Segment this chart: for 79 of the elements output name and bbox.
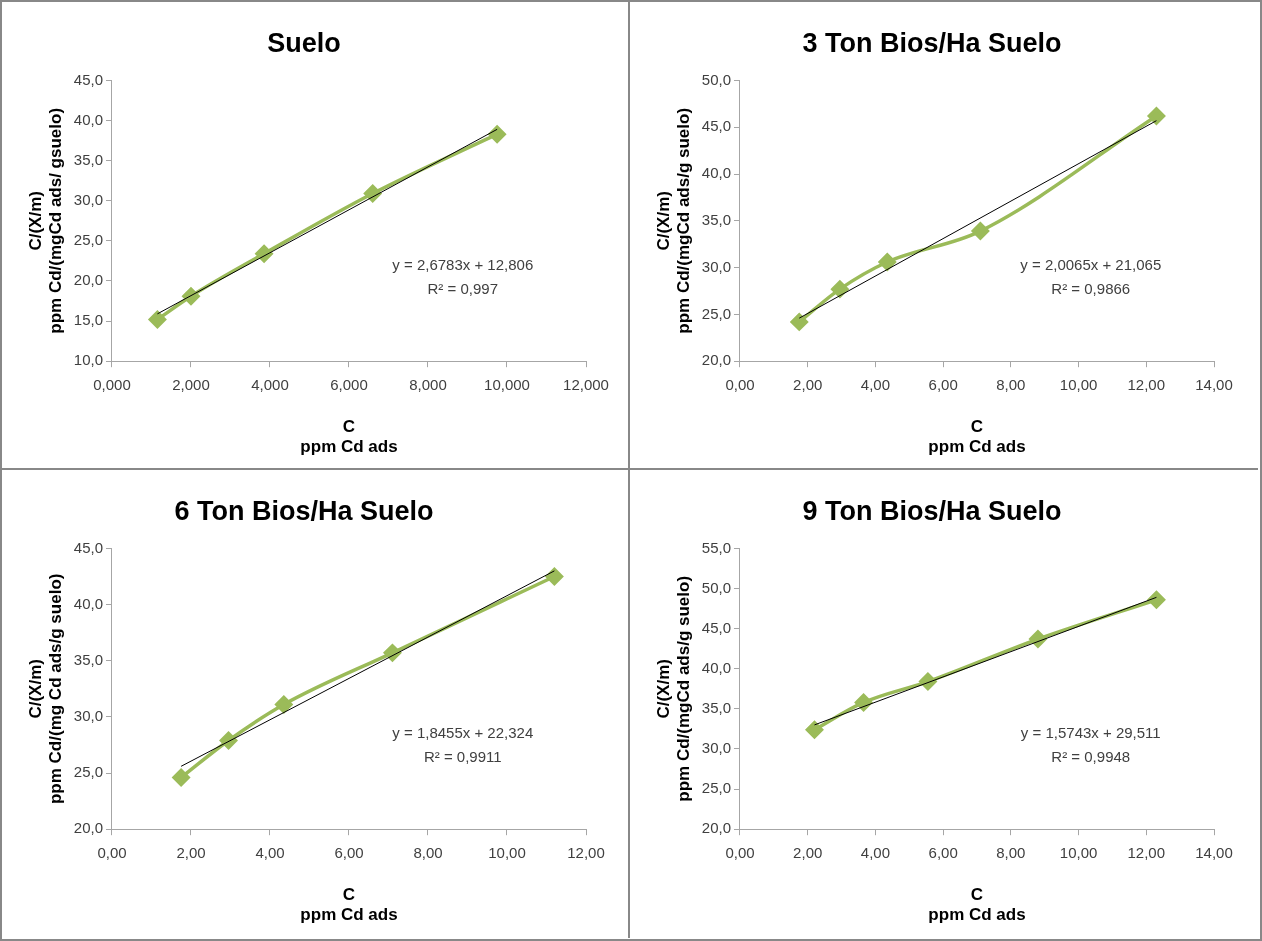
y-axis-title: C/(X/m) ppm Cd/(mgCd ads/ gsuelo)	[25, 107, 66, 334]
annotation: y = 1,8455x + 22,324	[392, 723, 534, 741]
y-tick-label: 50,0	[701, 70, 731, 88]
x-tick-label: 0,00	[725, 376, 755, 394]
x-tick-label: 8,00	[996, 376, 1026, 394]
y-tick-label: 45,0	[701, 618, 731, 636]
y-tick-label: 20,0	[701, 351, 731, 369]
x-tick-label: 6,00	[928, 376, 958, 394]
y-tick-label: 40,0	[701, 164, 731, 182]
y-tick-label: 25,0	[73, 763, 103, 781]
y-axis-title: C/(X/m) ppm Cd/(mgCd ads/g suelo)	[653, 575, 694, 802]
y-tick-label: 45,0	[73, 538, 103, 556]
x-tick-label: 8,000	[409, 376, 447, 394]
annotation: y = 1,5743x + 29,511	[1020, 723, 1161, 741]
y-tick-label: 20,0	[73, 271, 103, 289]
y-axis-title: C/(X/m) ppm Cd/(mg Cd ads/g suelo)	[25, 573, 66, 805]
y-tick-label: 20,0	[701, 819, 731, 837]
chart-title: 9 Ton Bios/Ha Suelo	[802, 495, 1062, 526]
x-tick-label: 6,000	[330, 376, 368, 394]
y-tick-label: 35,0	[73, 650, 103, 668]
y-tick-label: 20,0	[73, 819, 103, 837]
y-tick-label: 35,0	[73, 150, 103, 168]
x-axis-title: C ppm Cd ads	[928, 885, 1026, 925]
y-tick-label: 35,0	[701, 699, 731, 716]
x-tick-label: 6,00	[928, 844, 958, 862]
x-tick-label: 0,000	[93, 376, 131, 394]
x-tick-label: 4,00	[860, 844, 891, 862]
y-tick-label: 40,0	[73, 594, 103, 612]
x-tick-label: 10,000	[484, 376, 530, 394]
y-tick-label: 15,0	[73, 311, 103, 329]
x-tick-label: 4,00	[255, 844, 285, 862]
y-tick-label: 30,0	[701, 257, 731, 275]
annotation: y = 2,0065x + 21,065	[1020, 255, 1162, 273]
y-tick-label: 50,0	[701, 578, 731, 596]
chart-title: 3 Ton Bios/Ha Suelo	[802, 27, 1062, 58]
x-tick-label: 14,00	[1195, 376, 1233, 394]
annotation: R² = 0,997	[427, 279, 498, 297]
x-tick-label: 12,00	[1127, 376, 1166, 394]
y-tick-label: 25,0	[701, 779, 731, 797]
y-tick-label: 55,0	[701, 538, 731, 556]
x-tick-label: 12,000	[563, 376, 609, 394]
annotation: R² = 0,9866	[1051, 279, 1131, 297]
x-tick-label: 0,00	[97, 844, 127, 862]
y-tick-label: 35,0	[701, 210, 731, 228]
y-tick-label: 30,0	[73, 190, 103, 208]
x-tick-label: 12,00	[567, 844, 605, 862]
x-tick-label: 4,000	[251, 376, 289, 394]
x-tick-label: 2,00	[176, 844, 206, 862]
x-axis-title: C ppm Cd ads	[300, 417, 398, 457]
x-tick-label: 14,00	[1195, 844, 1233, 862]
x-tick-label: 12,00	[1127, 844, 1166, 862]
x-axis-title: C ppm Cd ads	[928, 417, 1026, 457]
x-axis-title: C ppm Cd ads	[300, 885, 398, 925]
x-tick-label: 8,00	[413, 844, 443, 862]
x-tick-label: 2,000	[172, 376, 210, 394]
y-tick-label: 30,0	[73, 707, 103, 725]
y-tick-label: 25,0	[73, 231, 103, 248]
y-tick-label: 45,0	[73, 70, 103, 88]
x-tick-label: 8,00	[996, 844, 1026, 862]
y-tick-label: 30,0	[701, 739, 731, 757]
y-tick-label: 25,0	[701, 304, 731, 322]
x-tick-label: 2,00	[793, 844, 823, 862]
annotation: y = 2,6783x + 12,806	[392, 255, 534, 273]
x-tick-label: 4,00	[860, 376, 891, 394]
x-tick-label: 0,00	[725, 844, 755, 862]
x-tick-label: 2,00	[793, 376, 823, 394]
y-tick-label: 40,0	[73, 110, 103, 128]
annotation: R² = 0,9948	[1051, 747, 1131, 765]
x-tick-label: 6,00	[334, 844, 364, 862]
y-tick-label: 10,0	[73, 351, 103, 369]
x-tick-label: 10,00	[1059, 376, 1098, 394]
chart-title: Suelo	[267, 27, 341, 58]
y-tick-label: 40,0	[701, 658, 731, 676]
annotation: R² = 0,9911	[423, 747, 502, 765]
chart-title: 6 Ton Bios/Ha Suelo	[174, 495, 434, 526]
x-tick-label: 10,00	[1059, 844, 1098, 862]
y-tick-label: 45,0	[701, 117, 731, 135]
x-tick-label: 10,00	[488, 844, 526, 862]
y-axis-title: C/(X/m) ppm Cd/(mgCd ads/g suelo)	[653, 107, 694, 334]
